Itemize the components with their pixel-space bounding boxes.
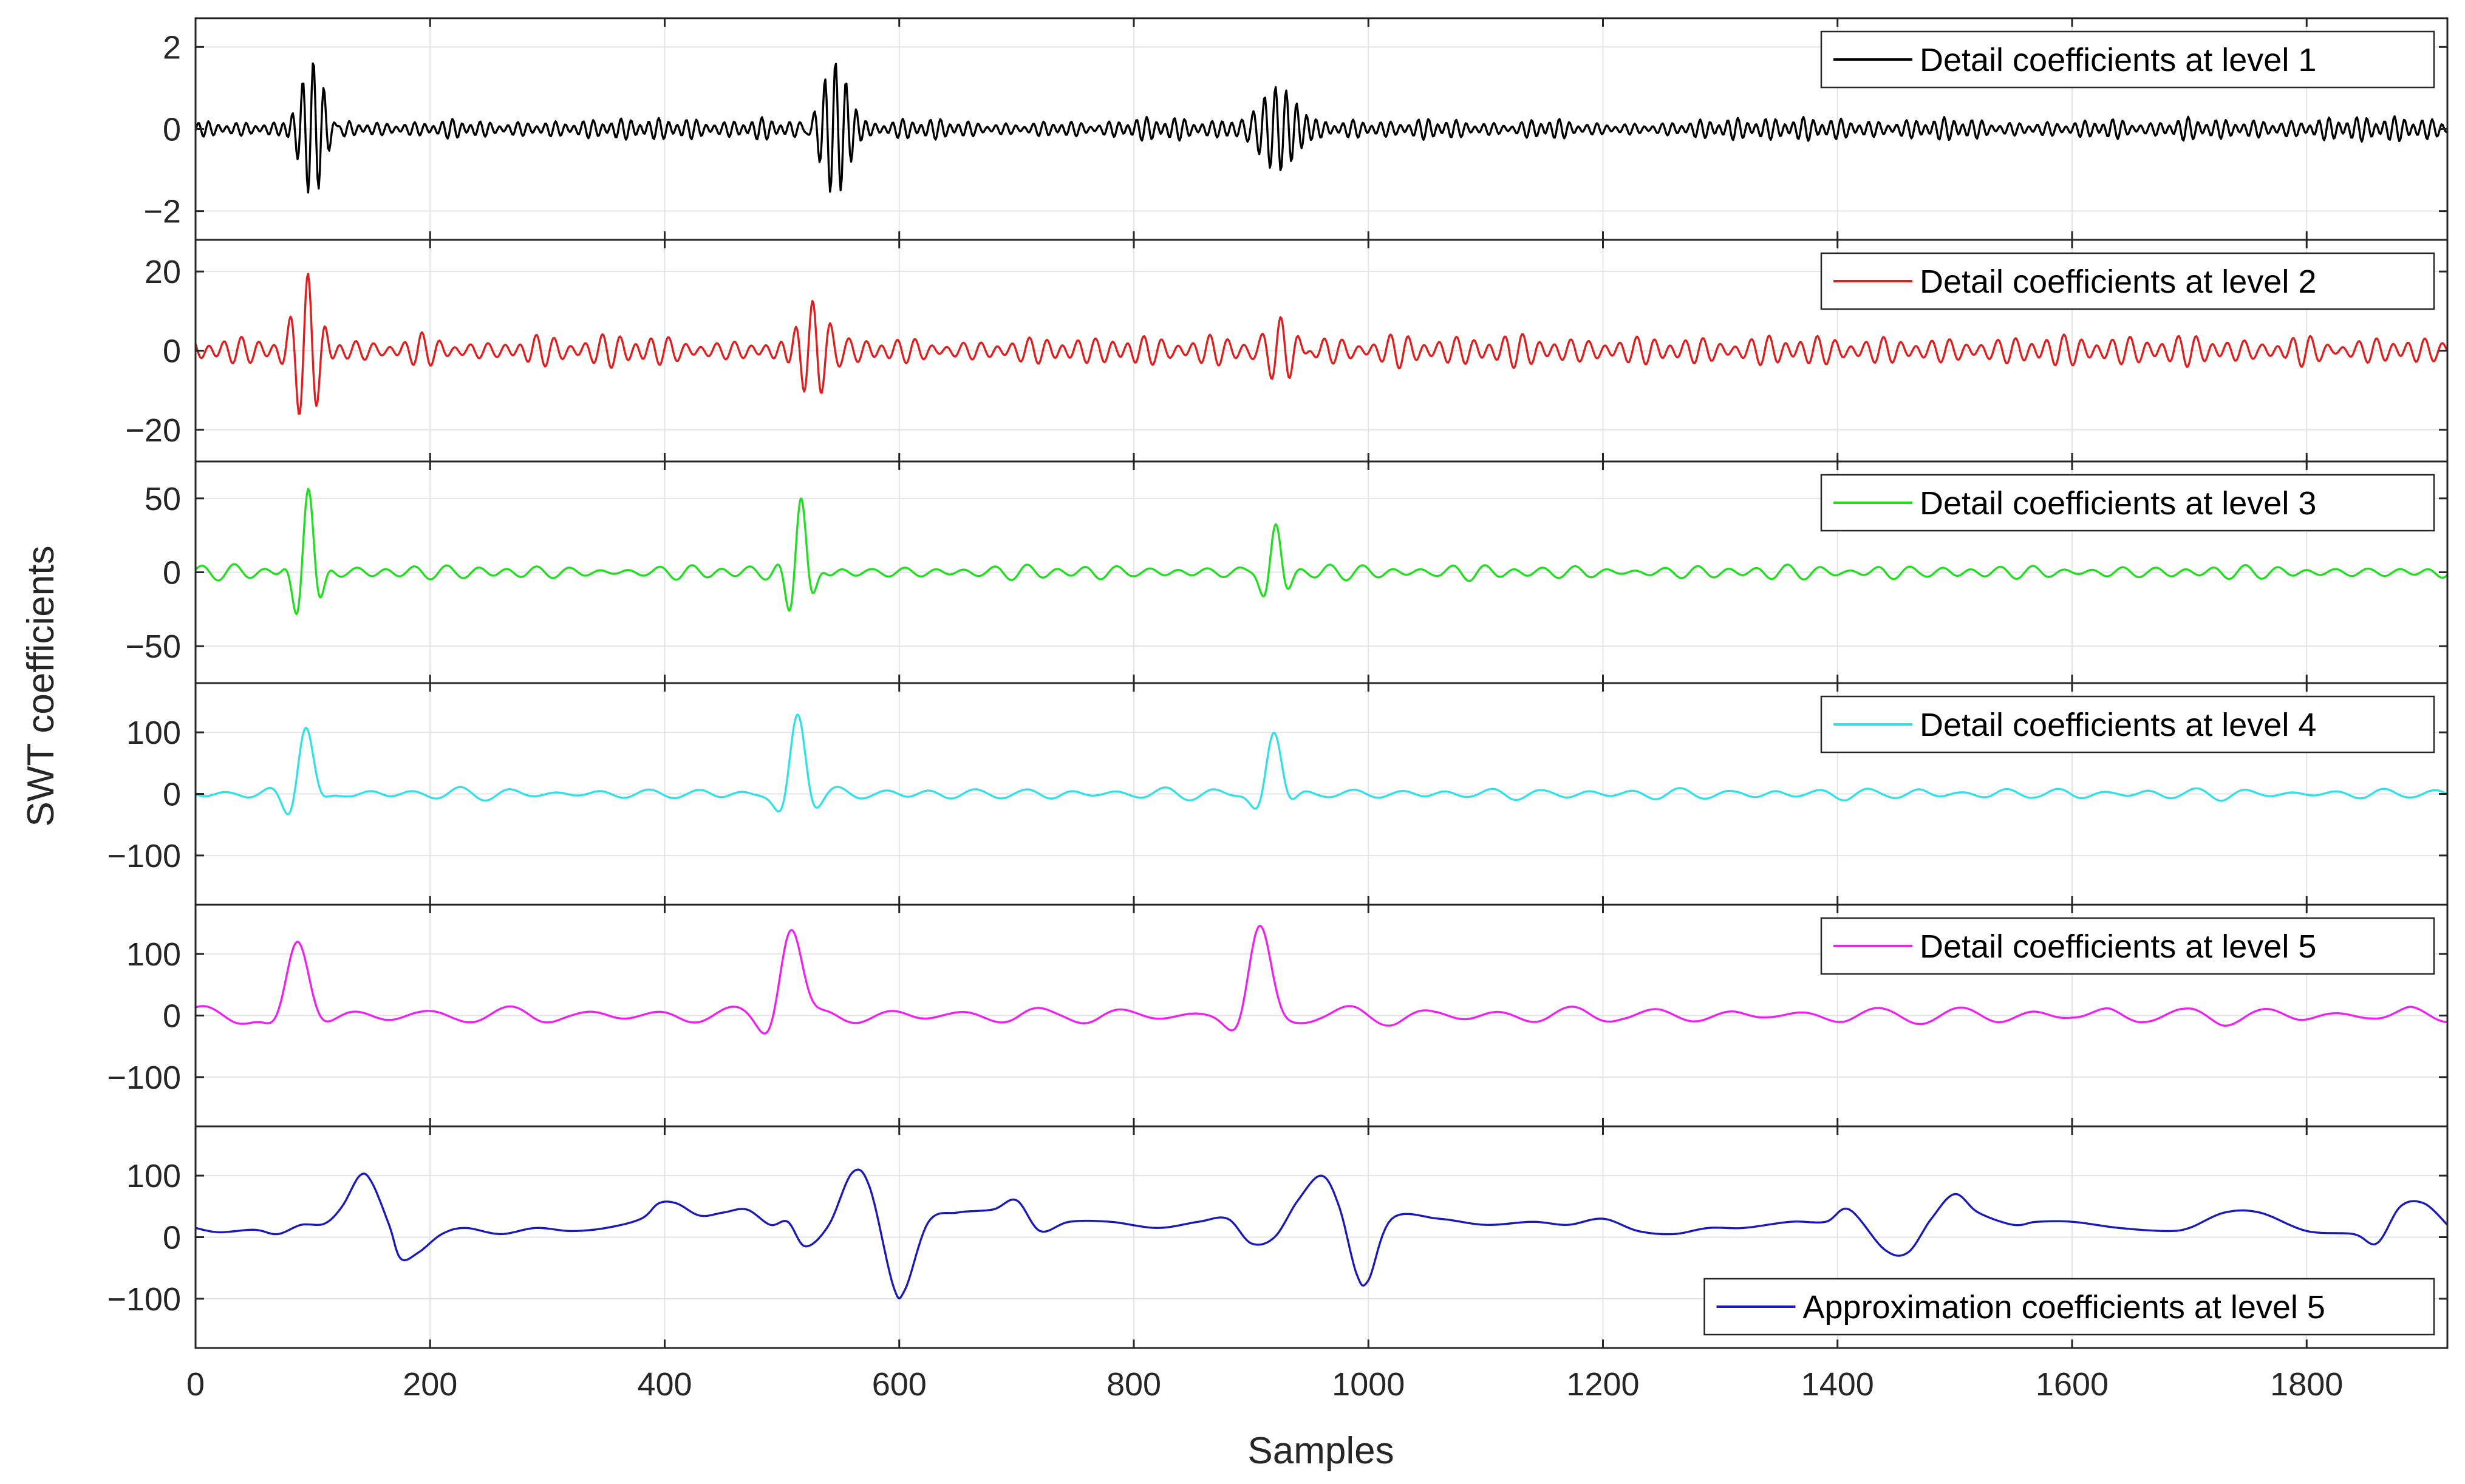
y-tick-label: 2 [163,29,181,66]
legend-label: Approximation coefficients at level 5 [1803,1289,2325,1326]
y-tick-label: 20 [145,254,181,290]
x-tick-label: 1600 [2036,1366,2109,1403]
legend: Detail coefficients at level 2 [1820,252,2435,310]
subplot-5: −100 0 100 Detail coefficients at level 5 [107,904,2449,1128]
y-tick-label: 0 [163,112,181,148]
x-tick-label: 200 [403,1366,457,1403]
x-tick-label: 0 [186,1366,205,1403]
series-line [195,925,2448,1035]
y-tick-label: −20 [125,412,181,449]
legend-box [1820,695,2435,754]
subplot-6: −100 0 100 Approximation coefficients at le… [107,1125,2449,1349]
legend: Approximation coefficients at level 5 [1703,1278,2435,1336]
y-tick-label: −50 [125,628,181,665]
y-tick-label: 0 [163,555,181,591]
legend-label: Detail coefficients at level 1 [1920,42,2316,78]
x-tick-label: 1400 [1801,1366,1874,1403]
legend: Detail coefficients at level 3 [1820,474,2435,532]
legend-label: Detail coefficients at level 5 [1920,928,2316,965]
y-tick-label: 100 [126,715,181,751]
x-tick-label: 400 [637,1366,692,1403]
legend: Detail coefficients at level 1 [1820,30,2435,89]
y-tick-label: −100 [107,1060,181,1096]
legend-label: Detail coefficients at level 4 [1920,707,2316,743]
y-tick-label: −100 [107,838,181,874]
series-line [194,62,2449,194]
x-tick-label: 800 [1106,1366,1161,1403]
legend-label: Detail coefficients at level 2 [1920,264,2316,300]
x-tick-label: 1000 [1332,1366,1405,1403]
x-tick-label: 1800 [2270,1366,2343,1403]
legend: Detail coefficients at level 5 [1820,917,2435,975]
y-tick-label: 100 [126,936,181,973]
y-tick-label: 0 [163,777,181,813]
subplot-4: −100 0 100 Detail coefficients at level 4 [107,682,2449,906]
subplot-1: −2 0 2 Detail coefficients at level 1 [143,17,2449,241]
y-tick-label: 0 [163,333,181,370]
legend-box [1820,917,2435,975]
y-tick-label: −2 [143,194,181,230]
y-axis-title: SWT coefficients [20,546,62,827]
subplot-panels: −202 Detail coefficients at level 1−20020… [107,17,2449,1403]
legend-box [1820,474,2435,532]
y-tick-label: −100 [107,1281,181,1318]
y-tick-label: 0 [163,1220,181,1256]
legend: Detail coefficients at level 4 [1820,695,2435,754]
series-line [195,713,2448,815]
series-line [194,488,2449,616]
legend-label: Detail coefficients at level 3 [1920,485,2316,522]
y-tick-label: 50 [145,481,181,517]
x-tick-label: 600 [872,1366,927,1403]
legend-box [1820,252,2435,310]
x-tick-label: 1200 [1566,1366,1639,1403]
y-tick-label: 100 [126,1158,181,1194]
series-line [195,1168,2449,1299]
legend-box [1820,30,2435,89]
subplot-2: −20 0 20 Detail coefficients at level 2 [125,239,2449,463]
legend-box [1703,1278,2435,1336]
subplot-3: −50 0 50 Detail coefficients at level 3 [125,460,2449,684]
series-line [194,273,2449,415]
y-tick-label: 0 [163,998,181,1035]
x-axis-title: Samples [1247,1430,1394,1472]
